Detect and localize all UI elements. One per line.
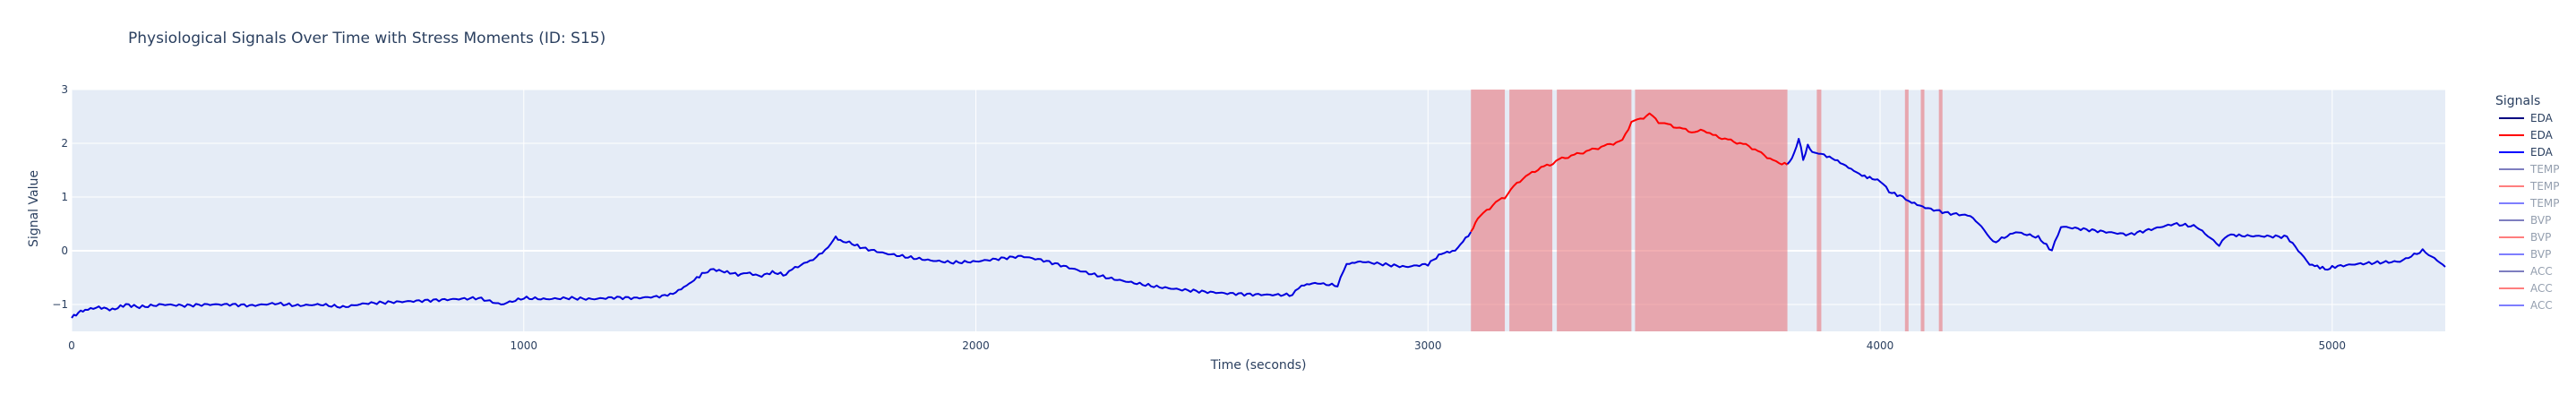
legend-item[interactable]: BVP: [2499, 214, 2551, 227]
legend-item[interactable]: BVP: [2499, 231, 2551, 244]
series-line: [71, 231, 1473, 319]
legend-item[interactable]: ACC: [2499, 282, 2553, 295]
x-tick-label: 1000: [510, 339, 537, 352]
x-tick-label: 5000: [2319, 339, 2347, 352]
legend-label: TEMP: [2529, 197, 2560, 210]
series-line: [1470, 112, 1789, 233]
stress-region: [1509, 90, 1553, 331]
legend-label: EDA: [2530, 112, 2554, 124]
plot-area[interactable]: [71, 89, 2446, 331]
legend-item[interactable]: TEMP: [2499, 163, 2560, 176]
y-tick-label: −1: [52, 298, 68, 311]
legend-label: ACC: [2530, 282, 2553, 295]
legend-label: EDA: [2530, 129, 2554, 141]
x-tick-label: 2000: [962, 339, 990, 352]
legend-label: TEMP: [2529, 163, 2560, 176]
legend-label: ACC: [2530, 265, 2553, 278]
legend-label: BVP: [2530, 214, 2551, 227]
legend-label: EDA: [2530, 146, 2554, 159]
stress-region: [1816, 90, 1822, 331]
legend-item[interactable]: ACC: [2499, 265, 2553, 278]
axes: 0 1000 2000 3000 4000 5000 −1 0 1 2 3: [52, 83, 2346, 352]
legend-item[interactable]: EDA: [2499, 146, 2554, 159]
y-tick-label: 2: [61, 137, 68, 150]
y-tick-label: 0: [61, 244, 68, 257]
legend-item[interactable]: TEMP: [2499, 197, 2560, 210]
y-tick-label: 3: [61, 83, 68, 96]
plot-background: [72, 90, 2445, 331]
chart-title: Physiological Signals Over Time with Str…: [128, 30, 605, 47]
x-tick-label: 0: [68, 339, 75, 352]
x-axis-title: Time (seconds): [1210, 358, 1307, 373]
legend-item[interactable]: BVP: [2499, 248, 2551, 261]
stress-region: [1920, 90, 1925, 331]
legend-label: TEMP: [2529, 180, 2560, 193]
legend-label: BVP: [2530, 248, 2551, 261]
y-tick-label: 1: [61, 191, 68, 203]
legend-label: ACC: [2530, 299, 2553, 312]
legend-item[interactable]: EDA: [2499, 112, 2554, 124]
legend-title: Signals: [2495, 94, 2540, 108]
legend-item[interactable]: EDA: [2499, 129, 2554, 141]
legend-label: BVP: [2530, 231, 2551, 244]
y-axis-title: Signal Value: [27, 170, 41, 247]
stress-region: [1635, 90, 1788, 331]
legend-item[interactable]: TEMP: [2499, 180, 2560, 193]
legend-item[interactable]: ACC: [2499, 299, 2553, 312]
legend: Signals EDA EDA EDA TEMP TEMP TEMP BVP BVP BVP AC…: [2495, 94, 2560, 312]
x-tick-label: 4000: [1867, 339, 1894, 352]
series-line: [1786, 138, 2446, 271]
x-tick-label: 3000: [1414, 339, 1442, 352]
stress-region: [1557, 90, 1632, 331]
stress-region: [1904, 90, 1909, 331]
